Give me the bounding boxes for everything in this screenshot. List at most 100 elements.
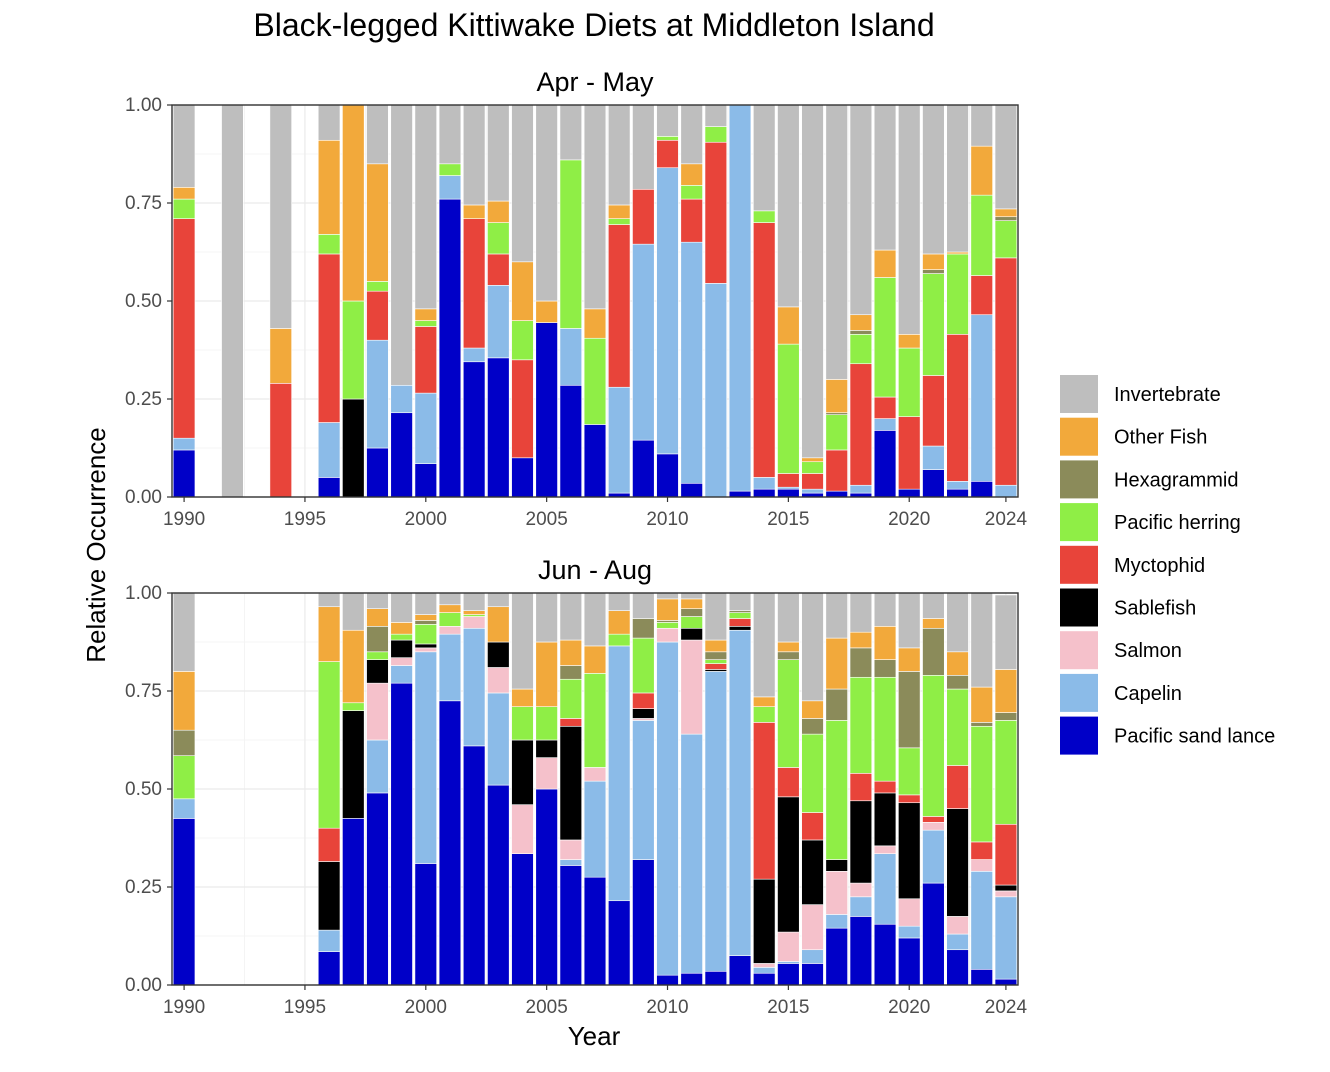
bar-segment-capelin [873,418,897,431]
bar-2015 [777,592,800,986]
x-tick-label: 1990 [163,997,205,1018]
bar-segment-other-fish [535,641,558,707]
bar-segment-pacific-sand-lance [777,488,800,498]
bar-segment-invertebrate [753,104,776,212]
bar-2018 [849,104,873,498]
bar-segment-pacific-herring [656,136,679,141]
bar-segment-invertebrate [583,592,607,647]
bar-segment-other-fish [172,671,196,731]
bar-segment-capelin [559,859,583,866]
y-tick-label: 0.25 [125,389,162,410]
bar-2009 [632,104,655,498]
bar-segment-pacific-sand-lance [825,490,848,498]
bar-segment-pacific-sand-lance [656,974,679,986]
bar-segment-myctophid [873,780,897,794]
bar-segment-capelin [825,914,848,929]
bar-segment-capelin [704,283,728,498]
bar-segment-sablefish [873,792,897,847]
bar-segment-myctophid [922,375,945,447]
bar-2021 [922,592,945,986]
bar-segment-other-fish [438,604,462,613]
bar-segment-sablefish [801,839,824,905]
bar-segment-capelin [632,243,655,441]
bar-segment-pacific-sand-lance [462,745,486,986]
bar-segment-myctophid [753,222,776,478]
bar-2003 [487,592,510,986]
bar-2016 [801,104,824,498]
bar-1990 [172,592,196,986]
bar-segment-pacific-herring [559,678,583,719]
bar-segment-salmon [438,626,462,635]
bar-segment-myctophid [632,188,655,245]
bar-segment-invertebrate [559,592,583,641]
bar-segment-myctophid [728,618,752,627]
bar-segment-myctophid [825,449,848,492]
bar-segment-invertebrate [825,592,848,639]
bar-segment-invertebrate [801,592,824,702]
bar-segment-sablefish [342,710,365,819]
bar-segment-hexagrammid [172,729,196,756]
bar-segment-other-fish [970,145,993,196]
bar-segment-other-fish [269,328,292,384]
bar-segment-invertebrate [825,104,848,380]
bar-segment-myctophid [704,663,728,670]
bar-segment-myctophid [172,218,196,439]
legend-key-myctophid [1060,545,1098,584]
bar-segment-pacific-herring [994,720,1018,825]
bar-segment-capelin [849,896,873,917]
bar-segment-other-fish [559,639,583,666]
bar-segment-pacific-herring [825,720,848,860]
bar-segment-other-fish [922,618,945,629]
bar-segment-hexagrammid [825,688,848,721]
bar-segment-hexagrammid [801,718,824,735]
x-tick-label: 1990 [163,509,205,530]
bar-segment-salmon [559,839,583,860]
bar-segment-pacific-sand-lance [462,361,486,498]
bar-segment-capelin [172,437,196,451]
bar-segment-hexagrammid [994,216,1018,221]
bar-segment-capelin [390,665,413,684]
chart-title: Black-legged Kittiwake Diets at Middleto… [253,7,934,43]
bar-segment-other-fish [390,622,413,635]
bar-segment-other-fish [414,308,437,321]
bar-segment-salmon [849,882,873,898]
legend-item-sablefish: Sablefish [1060,588,1196,627]
bar-segment-other-fish [317,606,341,662]
bar-2024 [994,104,1018,498]
bar-2022 [946,592,969,986]
bar-segment-pacific-sand-lance [317,951,341,986]
bar-2013 [728,104,752,498]
bar-segment-pacific-sand-lance [632,859,655,986]
legend-item-capelin: Capelin [1060,673,1182,712]
bar-segment-myctophid [873,396,897,419]
bar-1998 [366,592,389,986]
bar-segment-pacific-herring [656,622,679,629]
bar-segment-capelin [946,933,969,951]
y-tick-label: 0.25 [125,877,162,898]
bar-segment-capelin [728,629,752,956]
bar-segment-pacific-sand-lance [632,439,655,498]
bar-segment-invertebrate [607,104,631,206]
y-tick-label: 0.75 [125,193,162,214]
bar-segment-salmon [970,859,993,872]
bar-segment-capelin [970,314,993,482]
bar-segment-pacific-sand-lance [873,923,897,986]
bar-segment-other-fish [366,163,389,282]
bar-segment-pacific-herring [946,253,969,335]
bar-segment-other-fish [607,610,631,635]
bar-1999 [390,592,413,986]
bar-segment-salmon [946,916,969,935]
bar-segment-other-fish [414,614,437,621]
bar-segment-other-fish [583,645,607,674]
bar-segment-capelin [632,720,655,860]
x-tick-label: 2005 [526,509,568,530]
bar-2011 [680,592,703,986]
bar-segment-hexagrammid [414,620,437,625]
bar-segment-other-fish [994,669,1018,713]
bar-segment-other-fish [487,606,510,643]
bar-segment-myctophid [898,416,921,490]
bar-segment-pacific-herring [873,277,897,398]
bar-segment-salmon [535,757,558,790]
bar-segment-hexagrammid [873,659,897,678]
